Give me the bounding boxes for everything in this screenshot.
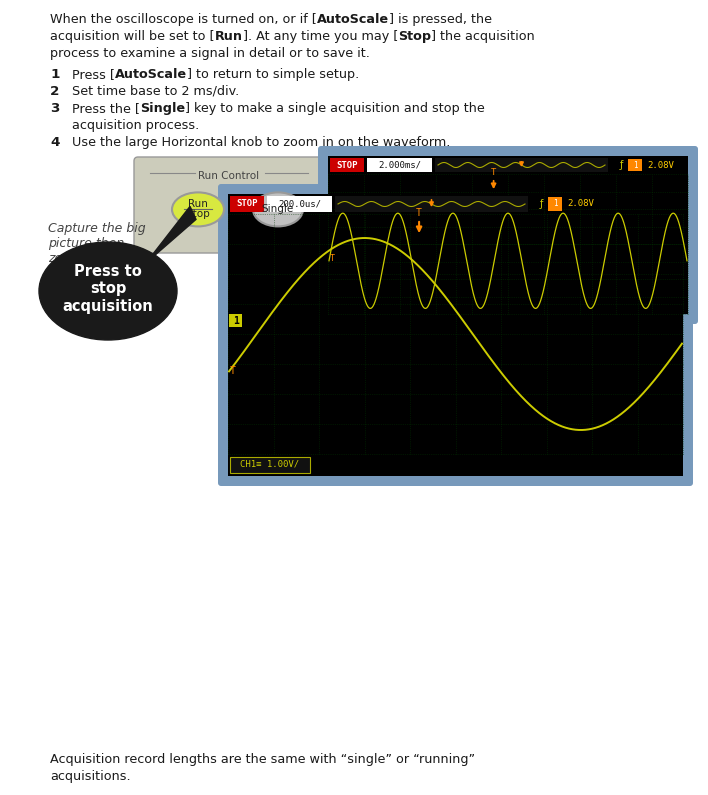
Text: Acquisition record lengths are the same with “single” or “running”: Acquisition record lengths are the same … — [50, 753, 475, 766]
Text: 2: 2 — [50, 85, 59, 98]
Text: Stop: Stop — [398, 30, 431, 43]
Text: ƒ: ƒ — [539, 199, 543, 209]
Text: 1: 1 — [633, 161, 637, 169]
Text: ]. At any time you may [: ]. At any time you may [ — [243, 30, 398, 43]
Bar — [435, 158, 608, 172]
Bar — [229, 314, 242, 327]
Ellipse shape — [253, 192, 303, 227]
Text: 2.08V: 2.08V — [568, 200, 595, 208]
Text: Run: Run — [215, 30, 243, 43]
Text: T: T — [330, 254, 335, 263]
Text: 3: 3 — [50, 102, 59, 115]
Text: process to examine a signal in detail or to save it.: process to examine a signal in detail or… — [50, 47, 370, 60]
Text: When the oscilloscope is turned on, or if [: When the oscilloscope is turned on, or i… — [50, 13, 317, 26]
Ellipse shape — [172, 192, 224, 227]
Text: 2.08V: 2.08V — [648, 161, 675, 169]
Text: Use the large Horizontal knob to zoom in on the waveform.: Use the large Horizontal knob to zoom in… — [72, 136, 450, 149]
Text: acquisition: acquisition — [62, 300, 154, 315]
Bar — [548, 197, 562, 211]
Bar — [628, 159, 642, 171]
Bar — [328, 156, 688, 174]
Text: AutoScale: AutoScale — [317, 13, 389, 26]
Text: detailed analysis.: detailed analysis. — [48, 267, 157, 280]
Text: 4: 4 — [50, 136, 59, 149]
Text: T: T — [491, 168, 496, 177]
Text: 1: 1 — [553, 200, 557, 208]
FancyBboxPatch shape — [218, 184, 693, 486]
Bar — [230, 457, 310, 473]
Bar — [328, 174, 688, 314]
Bar — [367, 158, 432, 172]
Text: ] key to make a single acquisition and stop the: ] key to make a single acquisition and s… — [185, 102, 485, 115]
Text: ƒ: ƒ — [620, 160, 623, 170]
Text: Single: Single — [262, 204, 294, 215]
FancyBboxPatch shape — [318, 146, 698, 324]
Text: 1: 1 — [50, 68, 59, 81]
Text: Set time base to 2 ms/div.: Set time base to 2 ms/div. — [72, 85, 239, 98]
Text: ] is pressed, the: ] is pressed, the — [389, 13, 492, 26]
Text: Run: Run — [188, 200, 208, 209]
Bar — [228, 454, 683, 476]
Text: STOP: STOP — [336, 161, 358, 169]
Text: Single: Single — [140, 102, 185, 115]
Text: Stop: Stop — [186, 209, 210, 219]
Text: acquisition will be set to [: acquisition will be set to [ — [50, 30, 215, 43]
Text: 2.000ms/: 2.000ms/ — [378, 161, 421, 169]
Text: Press to: Press to — [74, 263, 142, 278]
Bar — [267, 196, 332, 212]
Text: Run Control: Run Control — [198, 171, 260, 181]
Text: stop: stop — [90, 281, 126, 297]
Text: picture then: picture then — [48, 237, 124, 250]
Text: STOP: STOP — [236, 200, 258, 208]
Text: T: T — [416, 208, 422, 218]
Text: Press [: Press [ — [72, 68, 115, 81]
Bar — [230, 196, 264, 212]
Text: 1: 1 — [233, 316, 239, 326]
Text: acquisitions.: acquisitions. — [50, 770, 130, 783]
Bar — [335, 196, 528, 212]
Text: Capture the big: Capture the big — [48, 222, 146, 235]
Ellipse shape — [39, 242, 177, 340]
Text: zoom in for: zoom in for — [48, 252, 118, 265]
Text: ] the acquisition: ] the acquisition — [431, 30, 535, 43]
Text: T: T — [230, 366, 236, 376]
Text: acquisition process.: acquisition process. — [72, 119, 199, 132]
Polygon shape — [146, 207, 196, 263]
Text: 200.0us/: 200.0us/ — [278, 200, 321, 208]
Bar — [228, 194, 683, 214]
Bar — [330, 158, 364, 172]
Text: CH1≡ 1.00V/: CH1≡ 1.00V/ — [241, 460, 299, 468]
Text: ] to return to simple setup.: ] to return to simple setup. — [187, 68, 360, 81]
Bar — [228, 214, 683, 454]
Text: Press the [: Press the [ — [72, 102, 140, 115]
FancyBboxPatch shape — [134, 157, 324, 253]
Text: AutoScale: AutoScale — [115, 68, 187, 81]
